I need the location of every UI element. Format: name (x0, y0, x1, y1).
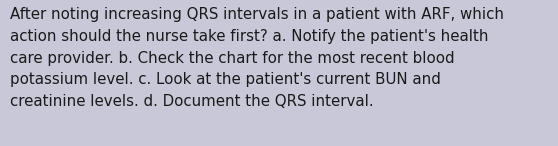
Text: After noting increasing QRS intervals in a patient with ARF, which
action should: After noting increasing QRS intervals in… (10, 7, 504, 109)
